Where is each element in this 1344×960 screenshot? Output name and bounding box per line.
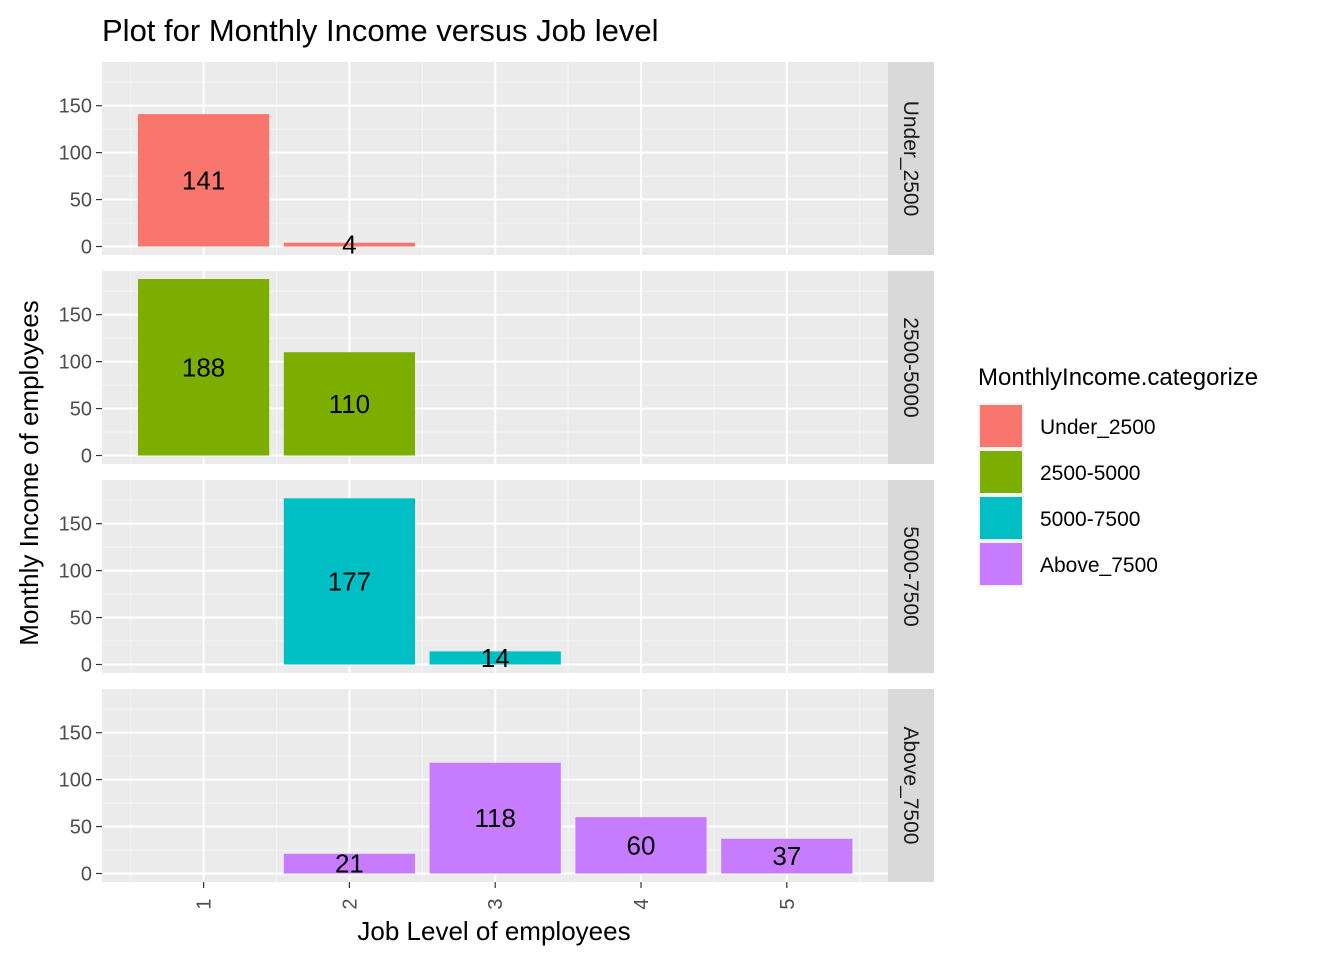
y-tick-label: 150 — [59, 305, 92, 327]
y-tick-label: 0 — [81, 446, 92, 468]
y-tick-label: 0 — [81, 864, 92, 886]
y-tick-label: 100 — [59, 770, 92, 792]
facet-strip — [888, 689, 934, 882]
facet-panel-2: 0 50 100 150 188 110 2500-5000 — [59, 271, 934, 468]
bar-value-label: 141 — [182, 165, 225, 195]
x-tick-label: 4 — [631, 898, 653, 909]
y-tick-label: 50 — [70, 608, 92, 630]
legend-entry-label: 5000-7500 — [1040, 508, 1140, 531]
y-tick-label: 50 — [70, 190, 92, 212]
bar — [283, 242, 415, 247]
legend-entry-label: 2500-5000 — [1040, 462, 1140, 485]
legend-swatch — [980, 497, 1022, 539]
bar-value-label: 37 — [772, 841, 801, 871]
bar — [283, 498, 415, 665]
bar — [138, 279, 270, 456]
facet-strip — [888, 480, 934, 673]
x-axis-label: Job Level of employees — [357, 916, 630, 946]
y-tick-label: 0 — [81, 655, 92, 677]
y-tick-label: 150 — [59, 514, 92, 536]
x-tick-label: 5 — [777, 898, 799, 909]
y-tick-label: 50 — [70, 399, 92, 421]
bar-value-label: 177 — [328, 566, 371, 596]
legend-title: MonthlyIncome.categorize — [978, 364, 1258, 391]
facet-panel-1: 0 50 100 150 141 4 Under_2500 — [59, 62, 934, 260]
facet-strip-label: Under_2500 — [899, 101, 922, 217]
bar-value-label: 4 — [342, 230, 356, 260]
chart-title: Plot for Monthly Income versus Job level — [102, 13, 659, 48]
bar — [283, 853, 415, 874]
bar-value-label: 14 — [481, 643, 510, 673]
y-tick-label: 150 — [59, 723, 92, 745]
x-tick-label: 3 — [485, 898, 507, 909]
bar-value-label: 21 — [335, 849, 364, 879]
x-tick-label: 1 — [194, 898, 216, 909]
bar-value-label: 118 — [474, 803, 515, 833]
y-tick-label: 100 — [59, 561, 92, 583]
facet-strip-label: Above_7500 — [899, 727, 922, 845]
legend-swatch — [980, 405, 1022, 447]
bar-value-label: 60 — [627, 830, 656, 860]
y-tick-label: 0 — [81, 237, 92, 259]
legend-entry-label: Under_2500 — [1040, 416, 1156, 439]
legend-entry-label: Above_7500 — [1040, 554, 1158, 577]
facet-panel-3: 0 50 100 150 177 14 5000-7500 — [59, 480, 934, 677]
bar-value-label: 188 — [182, 352, 225, 382]
bar — [429, 762, 561, 874]
y-axis-label: Monthly Income of employees — [14, 300, 44, 645]
facet-strip — [888, 271, 934, 464]
facet-strip-label: 2500-5000 — [899, 317, 922, 417]
bar — [283, 352, 415, 456]
facet-strip — [888, 62, 934, 255]
bar — [429, 651, 561, 665]
bar-value-label: 110 — [329, 389, 370, 419]
bar — [721, 838, 853, 874]
legend-swatch — [980, 543, 1022, 585]
bar — [575, 817, 707, 874]
legend: MonthlyIncome.categorize Under_2500 2500-… — [978, 364, 1258, 587]
y-tick-label: 50 — [70, 817, 92, 839]
y-tick-label: 150 — [59, 96, 92, 118]
facet-strip-label: 5000-7500 — [899, 526, 922, 626]
y-tick-label: 100 — [59, 143, 92, 165]
x-axis: 1 2 3 4 5 — [194, 882, 799, 910]
facet-panel-4: 0 50 100 150 21 118 60 37 Above_7500 — [59, 689, 934, 886]
legend-items: Under_2500 2500-5000 5000-7500 Above_7500 — [978, 403, 1158, 587]
legend-swatch — [980, 451, 1022, 493]
facet-panels: 0 50 100 150 141 4 Under_2500 0 50 100 150 188 110 25… — [59, 62, 934, 886]
bar — [138, 114, 270, 247]
x-tick-label: 2 — [339, 898, 361, 909]
y-tick-label: 100 — [59, 352, 92, 374]
